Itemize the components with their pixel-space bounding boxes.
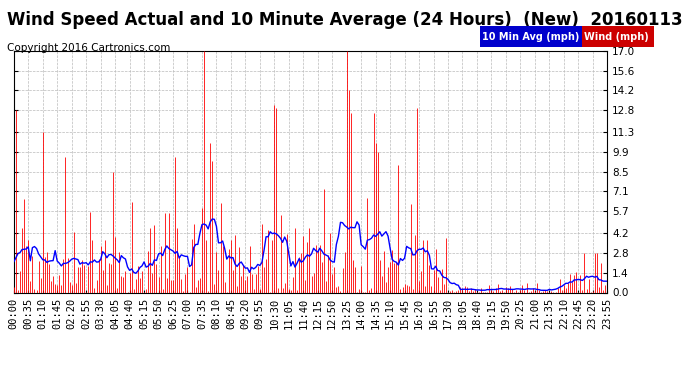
Text: Copyright 2016 Cartronics.com: Copyright 2016 Cartronics.com bbox=[7, 43, 170, 53]
Text: 10 Min Avg (mph): 10 Min Avg (mph) bbox=[482, 32, 580, 42]
Text: Wind (mph): Wind (mph) bbox=[584, 32, 649, 42]
Text: Wind Speed Actual and 10 Minute Average (24 Hours)  (New)  20160113: Wind Speed Actual and 10 Minute Average … bbox=[7, 11, 683, 29]
